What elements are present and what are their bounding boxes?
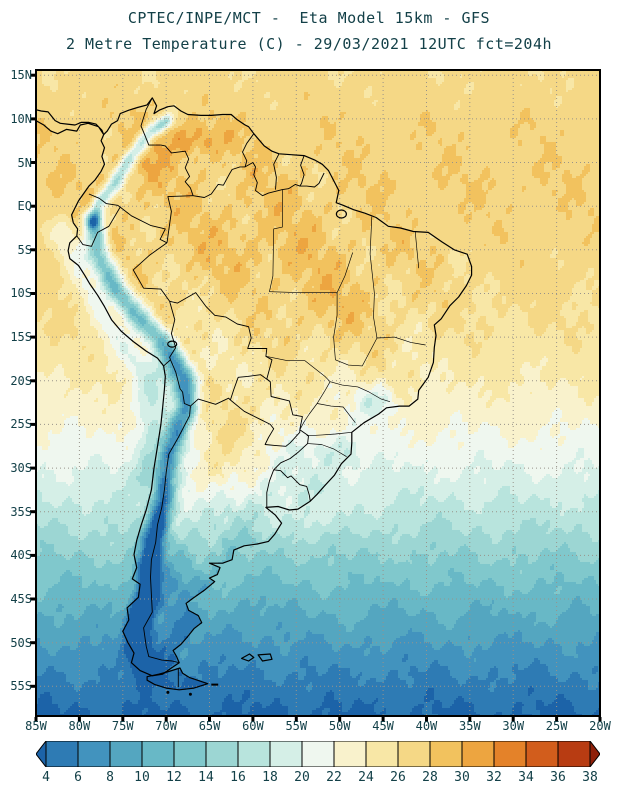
- colorbar-cell: [173, 740, 207, 768]
- lon-tick-label: 20W: [589, 719, 611, 733]
- colorbar-cell: [525, 740, 559, 768]
- colorbar-tick-label: 6: [74, 770, 82, 785]
- colorbar-tick-label: 26: [390, 770, 406, 785]
- lat-tick-label: 5S: [17, 242, 32, 257]
- lat-tick-label: 45S: [10, 592, 32, 607]
- lon-tick-label: 30W: [502, 719, 525, 733]
- colorbar-cell: [397, 740, 431, 768]
- lat-tick-label: 25S: [10, 417, 32, 432]
- lon-tick-label: 40W: [415, 719, 438, 733]
- colorbar-tick-label: 32: [486, 770, 502, 785]
- colorbar: [35, 739, 601, 771]
- lon-tick-label: 85W: [25, 719, 47, 733]
- lat-tick-label: 20S: [10, 373, 32, 388]
- colorbar-cell: [493, 740, 527, 768]
- lat-tick-label: 10S: [10, 286, 32, 301]
- colorbar-cell: [109, 740, 143, 768]
- colorbar-tick-label: 20: [294, 770, 310, 785]
- lon-tick-label: 60W: [242, 719, 264, 733]
- colorbar-arrow-left: [35, 739, 47, 769]
- colorbar-tick-label: 10: [134, 770, 150, 785]
- colorbar-tick-label: 22: [326, 770, 342, 785]
- lat-tick-label: 30S: [10, 461, 32, 476]
- lat-tick-label: 50S: [10, 635, 32, 650]
- lat-tick-label: 15S: [10, 330, 32, 345]
- lon-tick-label: 50W: [328, 719, 351, 733]
- lon-tick-label: 80W: [68, 719, 91, 733]
- lon-tick-label: 45W: [372, 719, 394, 733]
- title-line1: CPTEC/INPE/MCT - Eta Model 15km - GFS: [127, 9, 491, 27]
- lon-tick-label: 70W: [155, 719, 177, 733]
- colorbar-tick-label: 4: [42, 770, 50, 785]
- colorbar-cell: [141, 740, 175, 768]
- colorbar-cell: [429, 740, 463, 768]
- lat-tick-label: 5N: [17, 155, 32, 170]
- colorbar-cell: [333, 740, 367, 768]
- lat-tick-label: EQ: [17, 199, 32, 214]
- colorbar-tick-label: 24: [358, 770, 374, 785]
- lon-tick-label: 25W: [545, 719, 568, 733]
- colorbar-arrow-right: [589, 739, 601, 769]
- lon-tick-label: 55W: [285, 719, 308, 733]
- colorbar-cell: [45, 740, 79, 768]
- temperature-field-canvas: [36, 70, 600, 716]
- colorbar-tick-label: 8: [106, 770, 114, 785]
- colorbar-cell: [77, 740, 111, 768]
- lat-tick-label: 15N: [10, 68, 32, 83]
- colorbar-tick-label: 34: [518, 770, 534, 785]
- colorbar-cell: [461, 740, 495, 768]
- colorbar-cell: [205, 740, 239, 768]
- lon-tick-label: 75W: [111, 719, 134, 733]
- lon-tick-label: 65W: [198, 719, 221, 733]
- colorbar-tick-label: 16: [230, 770, 246, 785]
- colorbar-svg: [35, 739, 601, 769]
- title-line2: 2 Metre Temperature (C) - 29/03/2021 12U…: [65, 35, 553, 53]
- colorbar-tick-label: 14: [198, 770, 214, 785]
- lon-tick-label: 35W: [459, 719, 481, 733]
- colorbar-tick-label: 30: [454, 770, 470, 785]
- colorbar-tick-label: 12: [166, 770, 182, 785]
- colorbar-cell: [301, 740, 335, 768]
- colorbar-cell: [557, 740, 591, 768]
- lat-tick-label: 40S: [10, 548, 32, 563]
- lat-tick-label: 35S: [10, 504, 32, 519]
- colorbar-cell: [365, 740, 399, 768]
- colorbar-tick-label: 38: [582, 770, 598, 785]
- lat-tick-label: 55S: [10, 679, 32, 694]
- colorbar-cell: [237, 740, 271, 768]
- colorbar-tick-label: 28: [422, 770, 438, 785]
- colorbar-cell: [269, 740, 303, 768]
- lat-tick-label: 10N: [10, 111, 32, 126]
- colorbar-tick-label: 18: [262, 770, 278, 785]
- colorbar-tick-label: 36: [550, 770, 566, 785]
